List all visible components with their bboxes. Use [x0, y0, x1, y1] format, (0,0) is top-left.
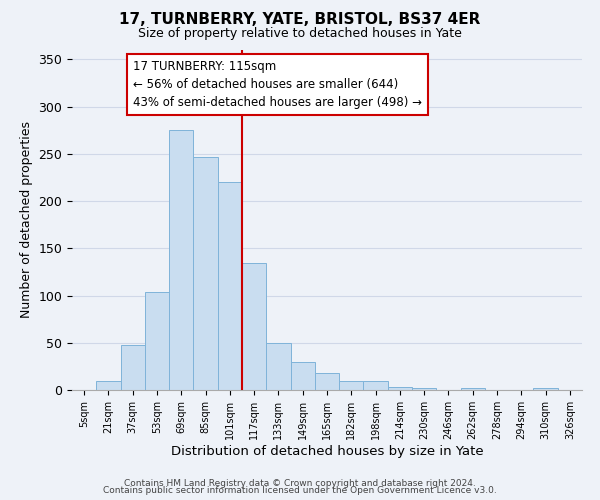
Bar — [193, 156, 218, 390]
Bar — [388, 387, 412, 390]
Text: Contains HM Land Registry data © Crown copyright and database right 2024.: Contains HM Land Registry data © Crown c… — [124, 478, 476, 488]
Text: 17, TURNBERRY, YATE, BRISTOL, BS37 4ER: 17, TURNBERRY, YATE, BRISTOL, BS37 4ER — [119, 12, 481, 28]
Bar — [290, 362, 315, 390]
Bar — [266, 343, 290, 390]
Bar — [169, 130, 193, 390]
Bar — [315, 373, 339, 390]
Bar — [121, 344, 145, 390]
Bar — [339, 380, 364, 390]
Bar — [533, 388, 558, 390]
Bar — [96, 380, 121, 390]
Bar — [218, 182, 242, 390]
Text: Size of property relative to detached houses in Yate: Size of property relative to detached ho… — [138, 28, 462, 40]
Bar — [242, 262, 266, 390]
Bar — [412, 388, 436, 390]
Bar — [461, 388, 485, 390]
Text: Contains public sector information licensed under the Open Government Licence v3: Contains public sector information licen… — [103, 486, 497, 495]
Bar — [145, 292, 169, 390]
Y-axis label: Number of detached properties: Number of detached properties — [20, 122, 33, 318]
Text: 17 TURNBERRY: 115sqm
← 56% of detached houses are smaller (644)
43% of semi-deta: 17 TURNBERRY: 115sqm ← 56% of detached h… — [133, 60, 422, 109]
Bar — [364, 380, 388, 390]
X-axis label: Distribution of detached houses by size in Yate: Distribution of detached houses by size … — [170, 444, 484, 458]
